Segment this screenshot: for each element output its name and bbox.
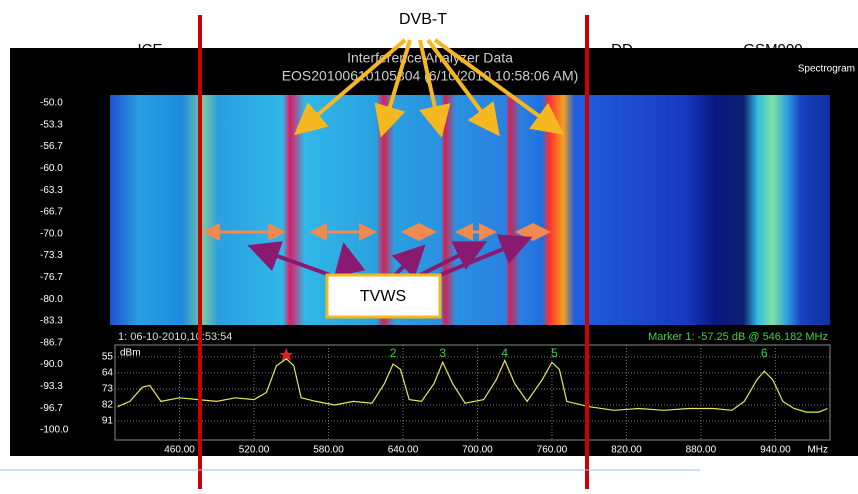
arrow [439, 234, 533, 277]
plot-frame [114, 344, 831, 441]
y-tick-label: 64 [102, 368, 114, 379]
arrow [247, 241, 331, 277]
label-gsm: GSM900 [743, 41, 802, 58]
scale-label: -100.0 [40, 425, 69, 436]
scale-label: -80.0 [40, 294, 63, 305]
x-tick-label: 940.00 [760, 445, 791, 456]
scale-label: -86.7 [40, 337, 63, 348]
marker-label: 2 [390, 346, 397, 360]
scale-label: -56.7 [40, 141, 63, 152]
x-tick-label: 640.00 [388, 445, 419, 456]
label-ice: ICE [137, 41, 162, 58]
y-tick-label: 73 [102, 384, 114, 395]
spectrogram [110, 95, 830, 325]
scale-label: -53.3 [40, 119, 63, 130]
dvbt-arrows [293, 38, 565, 138]
x-unit: MHz [807, 445, 828, 456]
x-tick-label: 820.00 [611, 445, 642, 456]
tvws-arrows [247, 234, 533, 279]
x-tick-label: 760.00 [537, 445, 568, 456]
scale-label: -70.0 [40, 228, 63, 239]
scale-label: -66.7 [40, 207, 63, 218]
label-tvws: TVWS [360, 288, 406, 305]
x-tick-label: 520.00 [239, 445, 270, 456]
marker-label: 4 [501, 346, 508, 360]
arrow [419, 241, 488, 277]
scale-label: -96.7 [40, 403, 63, 414]
arrow [374, 39, 412, 138]
scale-label: -76.7 [40, 272, 63, 283]
x-tick-label: 580.00 [313, 445, 344, 456]
timestamp: 1: 06-10-2010,10:53:54 [118, 331, 232, 343]
y-tick-label: 55 [102, 352, 114, 363]
marker-label: 5 [551, 346, 558, 360]
arrow [293, 38, 407, 136]
x-tick-label: 880.00 [686, 445, 717, 456]
scale-label: -90.0 [40, 359, 63, 370]
scale-label: -63.3 [40, 185, 63, 196]
x-tick-label: 700.00 [462, 445, 493, 456]
arrow [418, 39, 451, 138]
title: Interference Analyzer Data [347, 50, 513, 66]
mode: Spectrogram [798, 64, 855, 75]
scale-label: -73.3 [40, 250, 63, 261]
arrow [426, 38, 500, 137]
arrow [433, 38, 565, 135]
scale-label: -60.0 [40, 163, 63, 174]
marker-star [279, 348, 294, 361]
marker-label: 6 [761, 346, 768, 360]
marker-label: 3 [439, 346, 446, 360]
scale-label: -93.3 [40, 381, 63, 392]
x-tick-label: 460.00 [164, 445, 195, 456]
scale-label: -83.3 [40, 316, 63, 327]
trace [117, 357, 828, 413]
scale-label: -50.0 [40, 98, 63, 109]
arrow [334, 242, 366, 277]
label-dd: DD [611, 41, 633, 58]
arrow [391, 244, 426, 279]
label-dvbt: DVB-T [399, 11, 447, 28]
tvws-box [325, 273, 442, 319]
y-tick-label: 82 [102, 400, 114, 411]
y-tick-label: 91 [102, 416, 114, 427]
y-unit: dBm [120, 348, 141, 359]
marker-readout: Marker 1: -57.25 dB @ 546.182 MHz [648, 331, 828, 343]
